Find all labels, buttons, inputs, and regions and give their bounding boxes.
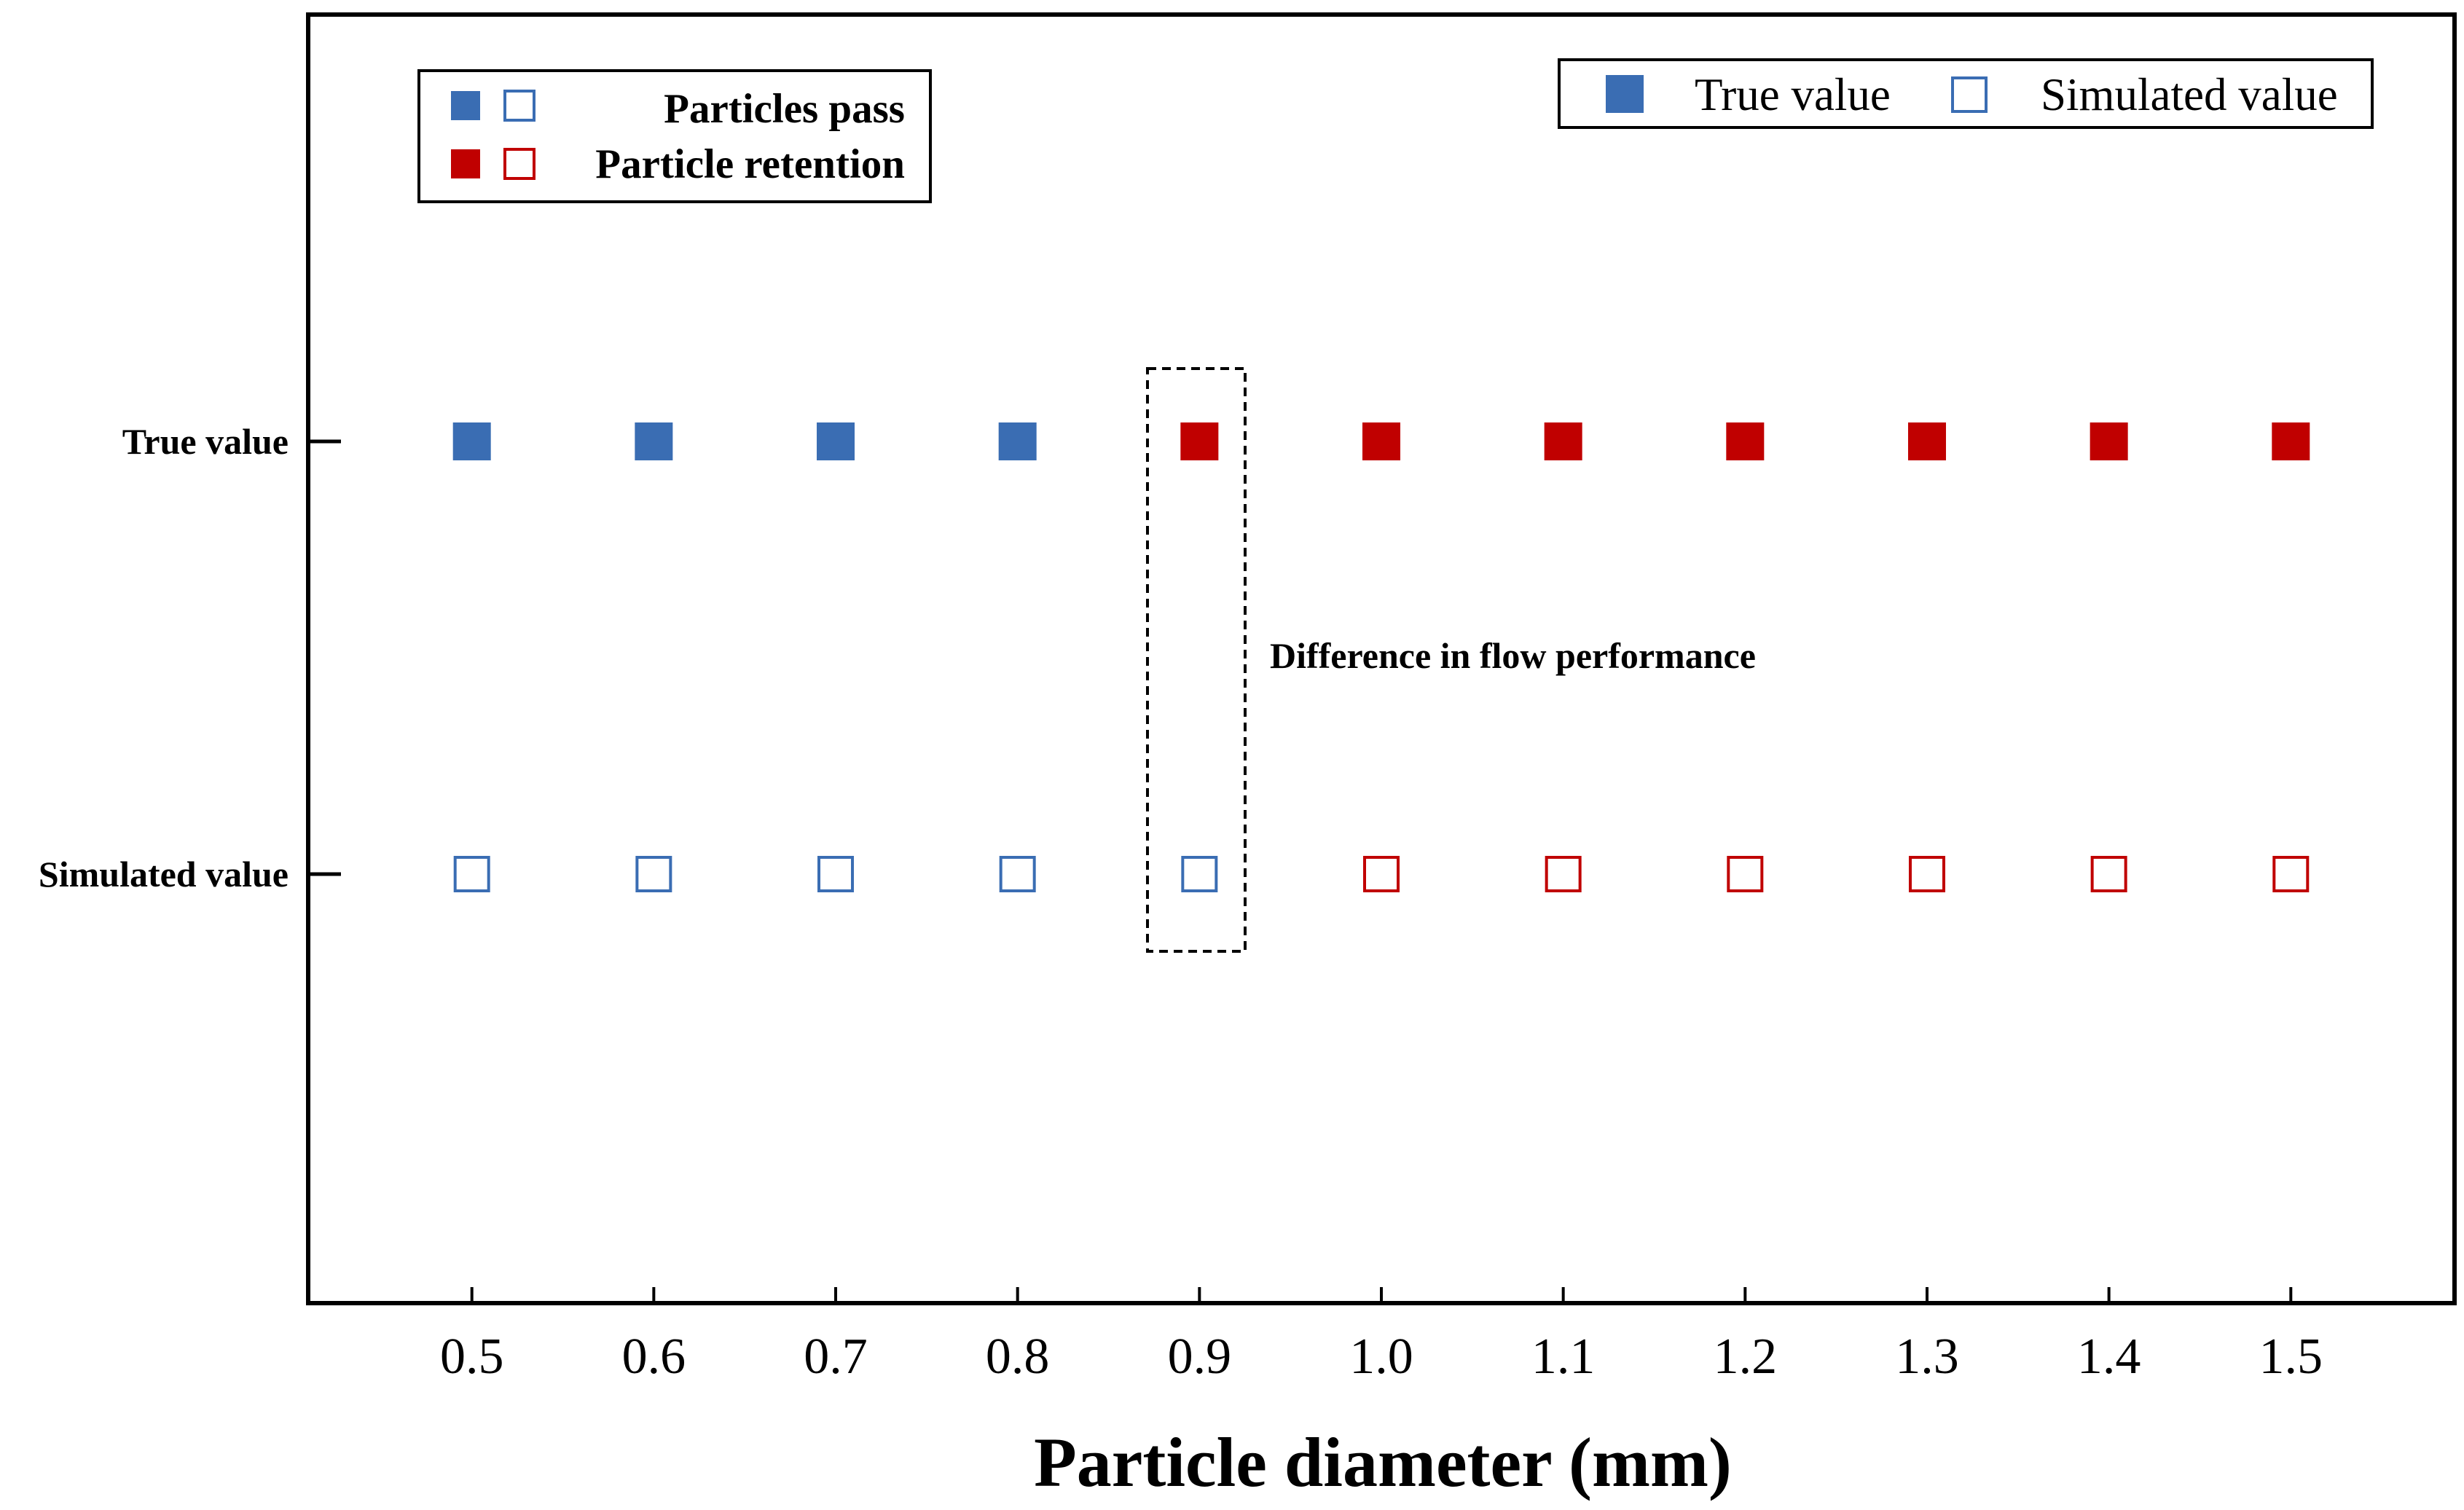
true-value-marker — [1726, 422, 1765, 460]
x-tick-label: 0.6 — [622, 1329, 686, 1385]
true-value-marker — [1907, 422, 1946, 460]
data-markers — [452, 422, 2310, 892]
legend-retention-filled-marker — [451, 149, 480, 178]
simulated-value-marker — [1545, 856, 1582, 892]
x-tick-label: 1.2 — [1714, 1329, 1778, 1385]
x-tick-label: 1.5 — [2259, 1329, 2323, 1385]
simulated-value-marker — [999, 856, 1036, 892]
annotation-text: Difference in flow performance — [1270, 635, 1756, 676]
true-value-marker — [452, 422, 491, 460]
simulated-value-marker — [817, 856, 855, 892]
true-value-marker — [1362, 422, 1400, 460]
x-tick-label: 1.0 — [1349, 1329, 1413, 1385]
x-tick-label: 0.5 — [440, 1329, 504, 1385]
simulated-value-marker — [1363, 856, 1400, 892]
true-value-marker — [2272, 422, 2310, 460]
legend-retention-label: Particle retention — [595, 141, 905, 187]
simulated-value-marker — [1727, 856, 1764, 892]
outcome-legend: Particles pass Particle retention — [417, 69, 932, 203]
simulated-value-marker — [635, 856, 672, 892]
y-tick-label: True value — [122, 421, 289, 462]
legend-pass-filled-marker — [451, 91, 480, 120]
legend-retention-hollow-marker — [503, 148, 535, 180]
legend-pass-label: Particles pass — [664, 86, 905, 132]
simulated-value-marker — [2090, 856, 2127, 892]
x-tick-label: 0.9 — [1168, 1329, 1232, 1385]
true-value-marker — [635, 422, 673, 460]
legend-true-value-label: True value — [1695, 69, 1891, 120]
x-tick-label: 0.7 — [804, 1329, 868, 1385]
legend-simulated-value-label: Simulated value — [2041, 69, 2338, 120]
simulated-value-marker — [453, 856, 490, 892]
simulated-value-marker — [2272, 856, 2310, 892]
simulated-value-marker — [1908, 856, 1945, 892]
x-tick-label: 1.1 — [1531, 1329, 1596, 1385]
simulated-value-marker — [1181, 856, 1218, 892]
true-value-marker — [1180, 422, 1219, 460]
marker-legend-frame — [1558, 58, 2374, 129]
x-tick-label: 1.3 — [1895, 1329, 1959, 1385]
highlight-box — [1146, 367, 1247, 953]
x-tick-label: 1.4 — [2077, 1329, 2141, 1385]
true-value-marker — [998, 422, 1037, 460]
true-value-marker — [817, 422, 855, 460]
x-axis: 0.5 0.6 0.7 0.8 0.9 1.0 1.1 1.2 1.3 1.4 1.5 — [440, 1287, 2323, 1385]
x-tick-label: 0.8 — [986, 1329, 1050, 1385]
legend-simulated-value-marker — [1951, 76, 1988, 113]
legend-true-value-marker — [1606, 75, 1644, 113]
true-value-marker — [1544, 422, 1582, 460]
true-value-marker — [2090, 422, 2128, 460]
marker-legend: True value Simulated value — [1558, 58, 2374, 129]
x-axis-title: Particle diameter (mm) — [1034, 1423, 1732, 1501]
y-axis: True value Simulated value — [39, 421, 341, 894]
legend-pass-hollow-marker — [503, 90, 535, 122]
y-tick-label: Simulated value — [39, 854, 289, 894]
